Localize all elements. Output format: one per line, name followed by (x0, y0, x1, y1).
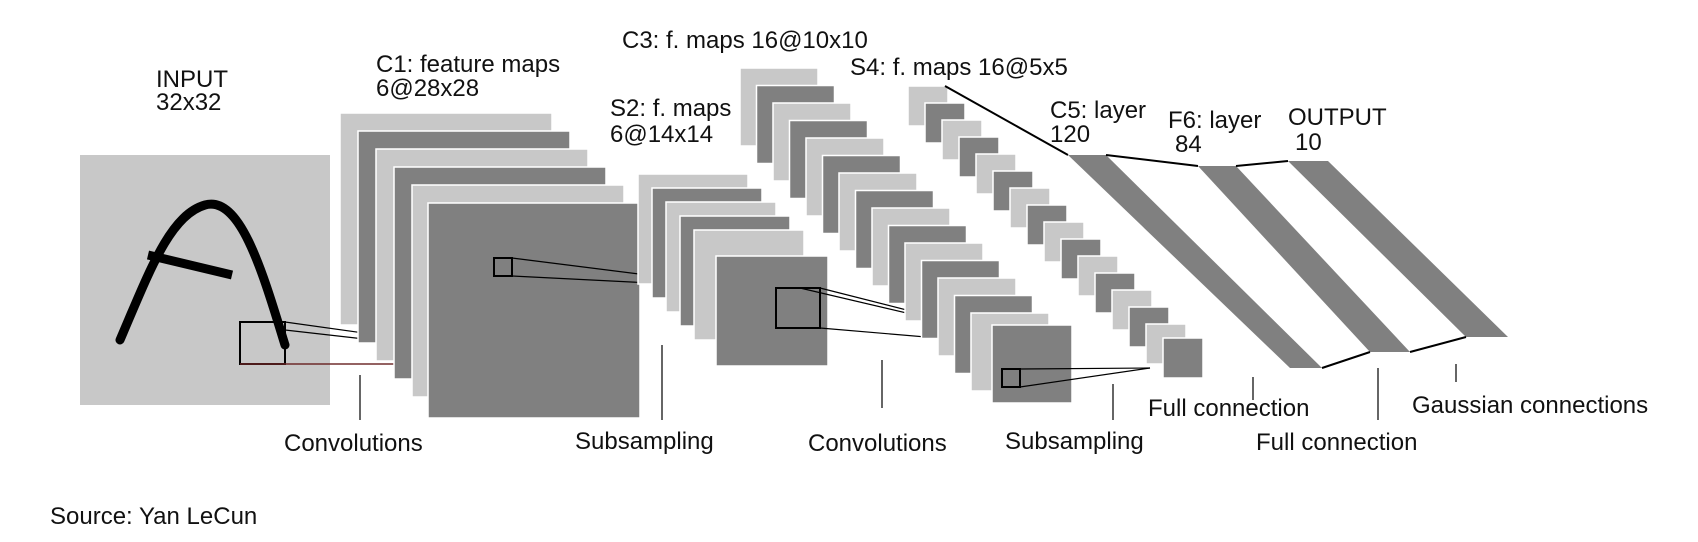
input-label: INPUT (156, 66, 228, 93)
s2-feature-maps (637, 173, 1057, 367)
c1-receptive-field (493, 257, 513, 277)
sub1-label: Subsampling (575, 428, 714, 455)
c3-last-map (991, 324, 1073, 404)
full-connection-lines (1105, 154, 1467, 369)
c1-label: C1: feature maps (376, 51, 560, 78)
full1-label: Full connection (1148, 395, 1309, 422)
input-plane (80, 155, 330, 405)
s2-receptive-field (775, 287, 821, 329)
input-size: 32x32 (156, 89, 221, 116)
c3-label: C3: f. maps 16@10x10 (622, 27, 868, 54)
c5-label: C5: layer (1050, 97, 1146, 124)
f6-size: 84 (1175, 131, 1202, 158)
c5-layer (1068, 155, 1322, 368)
s4-last-map (1162, 337, 1204, 379)
sub2-label: Subsampling (1005, 428, 1144, 455)
output-layer (1288, 161, 1508, 337)
source-caption: Source: Yan LeCun (50, 503, 257, 530)
conv2-label: Convolutions (808, 430, 947, 457)
conv1-label: Convolutions (284, 430, 423, 457)
s4-label: S4: f. maps 16@5x5 (850, 54, 1068, 81)
f6-layer (1198, 166, 1410, 352)
s2-size: 6@14x14 (610, 121, 713, 148)
gauss-label: Gaussian connections (1412, 392, 1648, 419)
output-label: OUTPUT (1288, 104, 1387, 131)
input-layer (80, 155, 586, 405)
handwritten-a-glyph (115, 199, 290, 350)
c1-feature-maps (339, 112, 751, 419)
f6-label: F6: layer (1168, 107, 1261, 134)
operation-ticks (359, 345, 1457, 420)
c1-size: 6@28x28 (376, 75, 479, 102)
full2-label: Full connection (1256, 429, 1417, 456)
c3-receptive-field (1001, 368, 1021, 388)
output-size: 10 (1295, 129, 1322, 156)
s2-label: S2: f. maps (610, 95, 731, 122)
c5-size: 120 (1050, 121, 1090, 148)
